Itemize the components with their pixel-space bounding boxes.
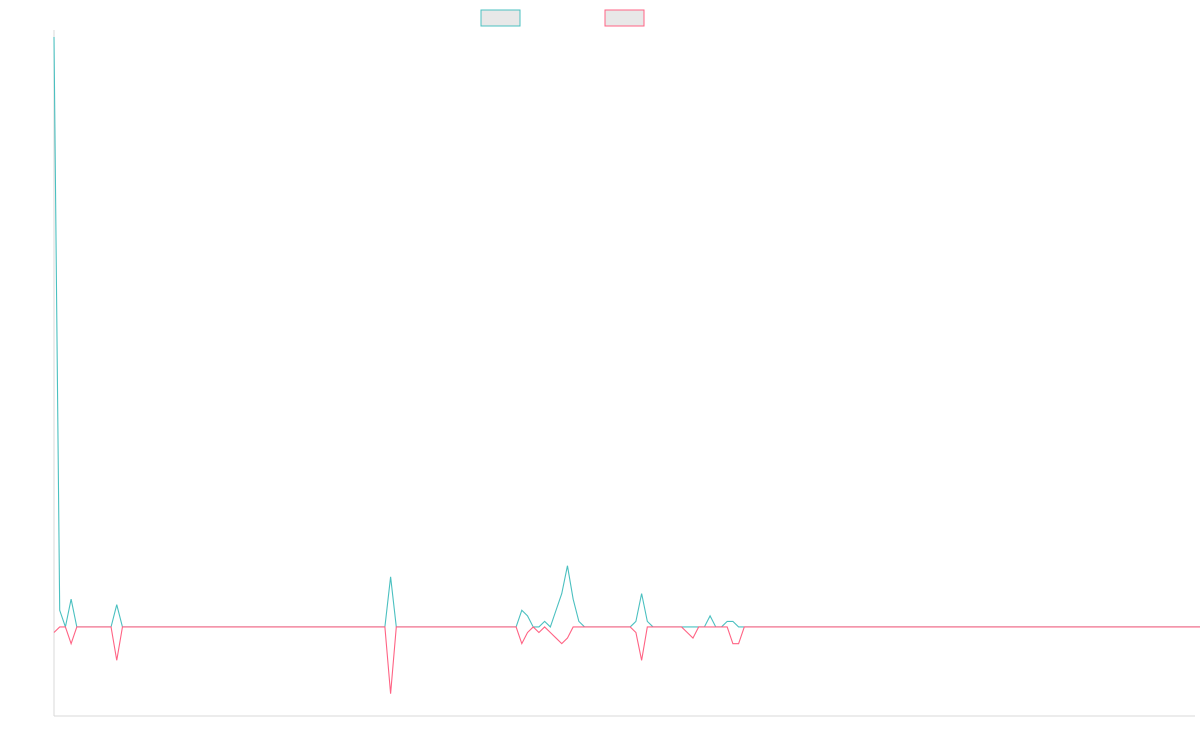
legend-swatch-1[interactable] bbox=[480, 9, 521, 27]
legend bbox=[480, 9, 645, 27]
series-line-2 bbox=[53, 626, 1200, 694]
series-line-1 bbox=[53, 36, 1200, 630]
axes bbox=[53, 30, 1195, 717]
legend-swatch-2[interactable] bbox=[604, 9, 645, 27]
series-layer bbox=[53, 36, 1200, 694]
